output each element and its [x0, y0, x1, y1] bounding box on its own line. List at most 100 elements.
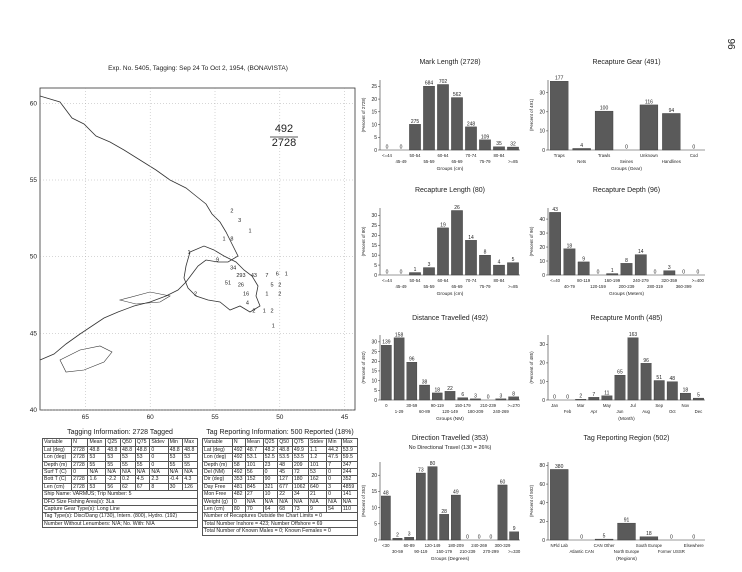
x-axis-label: Groups (NM): [436, 416, 464, 422]
table-row: Depth (m) 58 101 23 48 209 101 7 347: [202, 460, 359, 470]
bar: [639, 536, 659, 541]
value-label: 11: [604, 390, 609, 396]
table-cell: 492: [231, 468, 246, 477]
y-tick-label: 5: [374, 135, 377, 141]
y-tick-label: 30: [371, 213, 377, 219]
x-tick-label: 65-69: [452, 159, 464, 164]
x-tick-label: Traps: [554, 153, 565, 158]
x-tick-label: NFld Lab: [550, 543, 568, 548]
x-axis-label: Groups (Gear): [611, 166, 642, 172]
x-tick-label: 160-199: [604, 278, 620, 283]
y-tick-label: 25: [371, 84, 377, 90]
table-cell: 0: [149, 445, 169, 455]
table-cell: 72: [291, 468, 310, 477]
map-y-tick-label: 50: [30, 254, 38, 261]
recapture-count: 2: [278, 282, 281, 288]
x-tick-label: Nov: [682, 403, 690, 408]
bar: [601, 395, 613, 401]
table-cell: Del (NM): [202, 468, 233, 477]
y-tick-label: 10: [539, 379, 545, 385]
bar: [444, 391, 456, 401]
value-label: 158: [395, 332, 404, 338]
column-header: Max: [340, 438, 359, 447]
table-note: Capture Gear Type(s): Long Line: [42, 506, 198, 514]
table-cell: 7: [326, 460, 342, 470]
table-row: Lon (deg) 2728 53 53 53 53 0 53 53: [41, 453, 198, 462]
value-label: 0: [566, 395, 569, 401]
table-cell: 3: [326, 482, 342, 492]
recapture-count: 9: [216, 258, 219, 264]
x-tick-label: 240-269: [471, 543, 487, 548]
y-axis-label: (Percent of 96): [529, 226, 534, 256]
y-tick-label: 20: [371, 233, 377, 239]
value-label: 3: [474, 393, 477, 399]
table-row: Len (cm) 2728 53 56 62 67 8 30 126: [41, 482, 198, 492]
value-label: 26: [454, 205, 460, 211]
x-tick-label: Dec: [695, 409, 703, 414]
chart-title: Mark Length (2728): [419, 59, 480, 66]
recapture-count: 1: [223, 236, 226, 242]
table-cell: 55: [167, 460, 184, 470]
bar: [577, 261, 590, 276]
bar: [653, 380, 665, 401]
table-cell: 23: [262, 460, 279, 470]
table-cell: 0: [262, 468, 279, 477]
y-tick-label: 15: [371, 243, 377, 249]
bar: [381, 345, 392, 401]
x-tick-label: >=330: [508, 549, 521, 554]
x-tick-label: 150-179: [455, 403, 471, 408]
table-note: Tag Type(s): Disc/Dang (1730), Intern. (…: [42, 513, 198, 521]
table-cell: 53: [105, 453, 122, 462]
table-cell: Lon (deg): [41, 453, 73, 462]
value-label: 177: [555, 76, 564, 82]
column-header: Q50: [120, 438, 136, 447]
column-header: Stdev: [149, 438, 169, 447]
recapture-count: 16: [243, 291, 249, 297]
y-tick-label: 0: [542, 148, 545, 154]
recapture-count: 26: [238, 282, 244, 288]
table-cell: 0: [149, 453, 169, 462]
table-row: Mon Free 482 27 10 22 34 21 0 141: [202, 490, 359, 499]
column-header: Q25: [262, 438, 279, 447]
column-header: Variable: [202, 438, 233, 447]
table-cell: 0.2: [120, 475, 136, 484]
table-cell: 48.8: [120, 445, 136, 455]
table-cell: 56: [105, 482, 122, 492]
bar: [419, 384, 430, 401]
recapture-count: 1: [263, 308, 266, 314]
table-cell: Surf T (C): [41, 468, 73, 477]
x-tick-label: 240-279: [633, 278, 649, 283]
bar: [465, 240, 477, 276]
recapture-count: 2: [278, 291, 281, 297]
y-tick-label: 10: [371, 505, 377, 511]
x-tick-label: 300-329: [495, 543, 511, 548]
table-cell: 53: [120, 453, 136, 462]
map-y-tick-label: 55: [30, 177, 38, 184]
map-title: Exp. No. 5405, Tagging: Sep 24 To Oct 2,…: [108, 65, 288, 72]
value-label: 7: [592, 392, 595, 398]
value-label: 702: [439, 79, 448, 85]
x-tick-label: 180-209: [448, 543, 464, 548]
table-cell: 482: [231, 490, 246, 499]
x-tick-label: 280-319: [647, 284, 663, 289]
recapture-count: 5: [271, 282, 274, 288]
table-cell: 10: [262, 490, 279, 499]
value-label: 73: [418, 468, 424, 474]
table-cell: 152: [244, 475, 264, 484]
bar: [409, 124, 421, 151]
x-tick-label: Sep: [655, 403, 663, 408]
table-cell: 127: [277, 475, 293, 484]
bar: [427, 466, 438, 541]
x-tick-label: 55-59: [424, 284, 436, 289]
value-label: 0: [553, 395, 556, 401]
table-cell: Depth (m): [202, 460, 233, 470]
x-tick-label: 40-79: [564, 284, 576, 289]
map-frame: [39, 87, 356, 411]
value-label: 18: [567, 243, 573, 249]
bar: [392, 538, 403, 541]
value-label: 94: [669, 108, 675, 114]
bar: [393, 337, 405, 401]
recapture-count: 2: [230, 209, 233, 215]
y-axis-label: (Percent of 80): [361, 226, 366, 256]
